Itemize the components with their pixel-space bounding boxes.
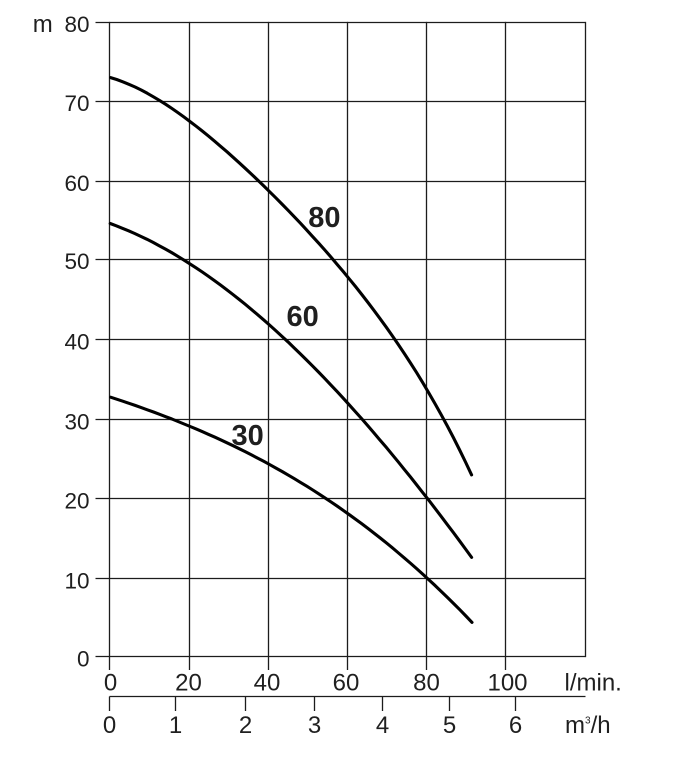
svg-text:1: 1 — [169, 712, 182, 739]
svg-text:70: 70 — [64, 91, 89, 116]
svg-text:10: 10 — [64, 568, 89, 593]
svg-text:40: 40 — [254, 670, 281, 697]
svg-text:0: 0 — [77, 646, 90, 671]
svg-text:20: 20 — [175, 670, 202, 697]
svg-text:60: 60 — [286, 301, 318, 333]
svg-text:80: 80 — [64, 12, 89, 37]
svg-text:60: 60 — [64, 171, 89, 196]
svg-text:m: m — [33, 11, 53, 38]
svg-text:100: 100 — [487, 670, 527, 697]
svg-text:5: 5 — [443, 712, 456, 739]
svg-text:30: 30 — [64, 409, 89, 434]
svg-text:0: 0 — [103, 712, 116, 739]
svg-text:50: 50 — [64, 249, 89, 274]
svg-text:m3/h: m3/h — [565, 712, 611, 739]
svg-text:4: 4 — [376, 712, 389, 739]
svg-text:80: 80 — [413, 670, 440, 697]
svg-text:l/min.: l/min. — [565, 670, 622, 697]
svg-text:60: 60 — [333, 670, 360, 697]
svg-text:40: 40 — [64, 329, 89, 354]
svg-text:2: 2 — [239, 712, 252, 739]
svg-text:0: 0 — [104, 670, 117, 697]
svg-text:80: 80 — [308, 202, 340, 234]
svg-text:6: 6 — [509, 712, 522, 739]
svg-text:20: 20 — [64, 488, 89, 513]
svg-text:30: 30 — [231, 420, 263, 452]
svg-text:3: 3 — [308, 712, 321, 739]
